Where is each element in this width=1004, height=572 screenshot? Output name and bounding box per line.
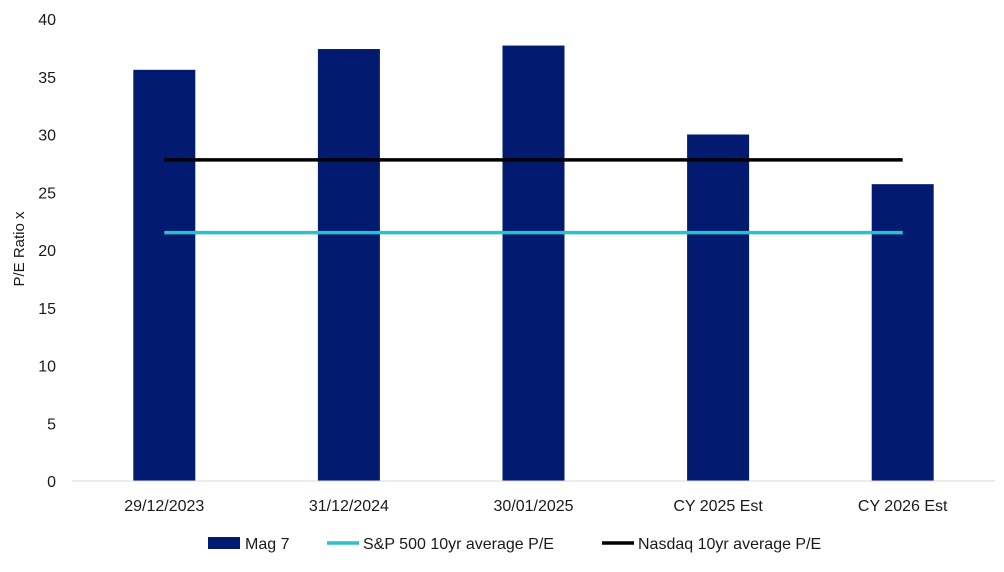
bar-mag7 xyxy=(317,49,380,481)
y-tick-label: 40 xyxy=(38,12,56,29)
x-tick-label: 31/12/2024 xyxy=(309,498,389,515)
x-tick-label: 29/12/2023 xyxy=(124,498,204,515)
y-tick-label: 35 xyxy=(38,70,56,87)
y-tick-label: 20 xyxy=(38,243,56,260)
x-tick-label: CY 2025 Est xyxy=(673,498,763,515)
y-tick-label: 5 xyxy=(47,416,56,433)
bar-mag7 xyxy=(871,184,934,482)
legend: Mag 7 S&P 500 10yr average P/E Nasdaq 10yr… xyxy=(208,536,821,553)
bar-mag7 xyxy=(502,45,565,481)
y-tick-label: 15 xyxy=(38,301,56,318)
bar-mag7 xyxy=(133,69,196,481)
bar-series xyxy=(133,45,934,482)
legend-label: Mag 7 xyxy=(245,536,290,553)
x-tick-label: CY 2026 Est xyxy=(858,498,948,515)
x-tick-label: 30/01/2025 xyxy=(493,498,573,515)
bar-mag7 xyxy=(687,134,750,481)
legend-label: S&P 500 10yr average P/E xyxy=(363,536,554,553)
y-tick-label: 0 xyxy=(47,474,56,491)
legend-swatch-bar xyxy=(208,537,240,549)
y-tick-label: 25 xyxy=(38,185,56,202)
line-series xyxy=(164,158,903,235)
x-axis-labels: 29/12/2023 31/12/2024 30/01/2025 CY 2025 Es… xyxy=(124,498,948,515)
legend-label: Nasdaq 10yr average P/E xyxy=(638,536,821,553)
y-axis-ticks: 0 5 10 15 20 25 30 35 40 xyxy=(38,12,56,491)
y-axis-title: P/E Ratio x xyxy=(11,211,28,287)
y-tick-label: 30 xyxy=(38,128,56,145)
y-tick-label: 10 xyxy=(38,359,56,376)
